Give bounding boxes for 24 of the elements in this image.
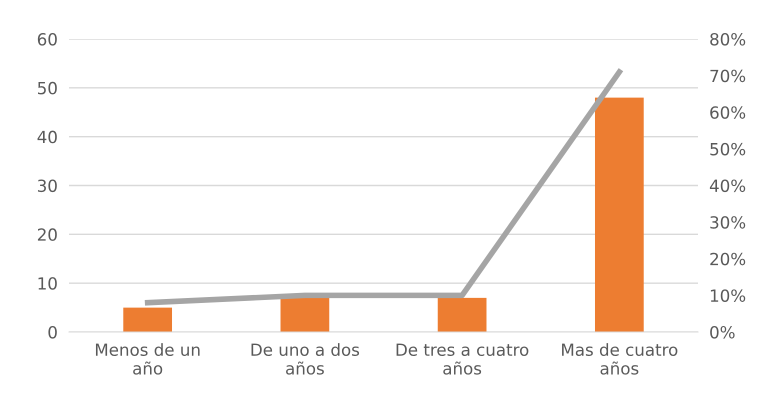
x-tick-label: Menos de un año — [96, 343, 200, 375]
y-tick-label: 0 — [48, 326, 57, 339]
y-tick-label: 60 — [38, 32, 57, 46]
x-tick-label: De tres a cuatro años — [396, 344, 528, 375]
y2-tick-label: 60% — [710, 106, 746, 119]
y2-tick-label: 30% — [710, 216, 746, 229]
y2-tick-label: 80% — [710, 32, 746, 46]
y2-tick-label: 10% — [710, 289, 746, 302]
y-tick-label: 20 — [38, 228, 57, 241]
y-tick-label: 40 — [38, 130, 57, 144]
x-tick-label: De uno a dos años — [252, 343, 360, 375]
y2-tick-label: 50% — [710, 142, 746, 156]
bar — [438, 298, 486, 332]
bar — [594, 98, 644, 332]
bar — [280, 298, 330, 332]
y-tick-label: 30 — [38, 179, 57, 192]
bar — [123, 308, 172, 332]
y-tick-label: 50 — [38, 82, 57, 94]
x-tick-label: Mas de cuatro años — [562, 343, 678, 375]
y2-tick-label: 0% — [710, 326, 735, 339]
y2-tick-label: 20% — [710, 252, 746, 266]
y2-tick-label: 40% — [710, 179, 746, 192]
y-tick-label: 10 — [38, 277, 57, 290]
y2-tick-label: 70% — [710, 70, 746, 82]
